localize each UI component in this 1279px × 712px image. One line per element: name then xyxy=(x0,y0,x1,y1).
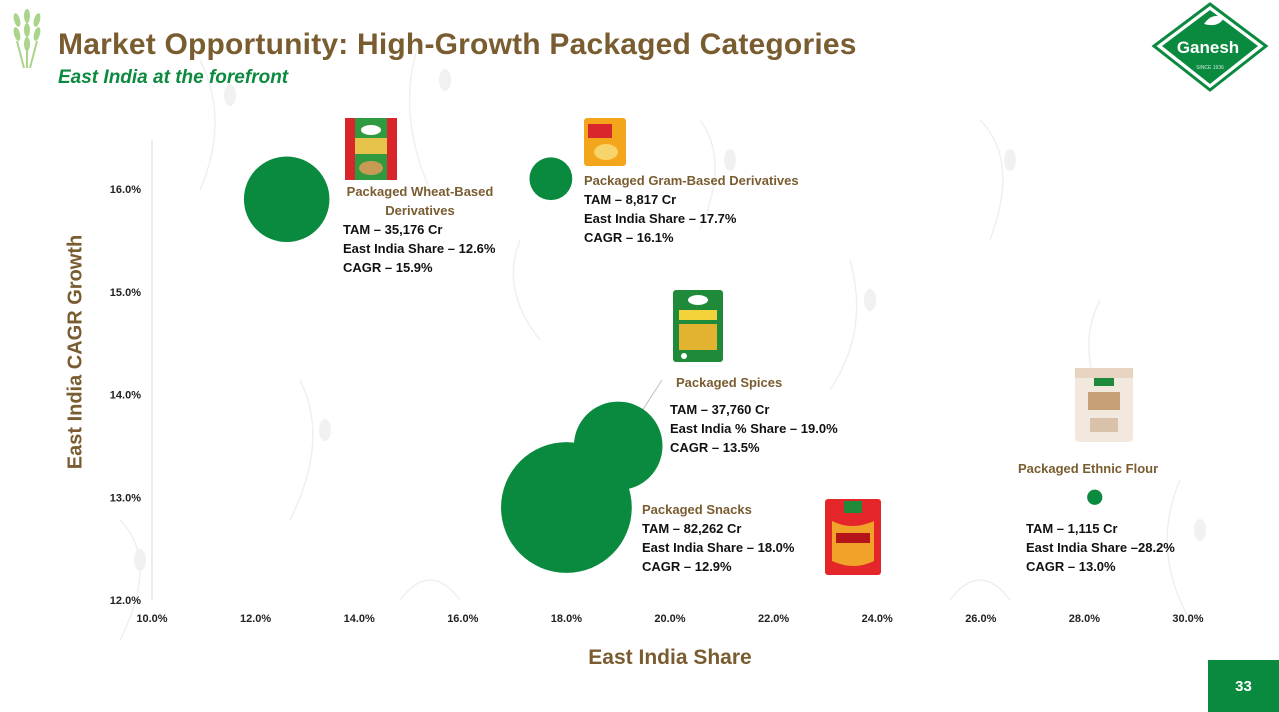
y-axis-title: East India CAGR Growth xyxy=(64,234,87,470)
snacks-pack-image xyxy=(825,499,881,575)
callout-wheat-name: Packaged Wheat-Based Derivatives xyxy=(346,184,494,218)
callout-gram-tam: TAM – 8,817 Cr xyxy=(584,192,677,207)
callout-snacks-tam: TAM – 82,262 Cr xyxy=(642,521,742,536)
callout-ethnic-flour-cagr: CAGR – 13.0% xyxy=(1026,559,1116,574)
y-tick-label: 12.0% xyxy=(110,595,141,607)
bubble-point xyxy=(573,401,663,491)
bubble-point xyxy=(243,156,330,243)
x-tick-label: 22.0% xyxy=(758,613,789,625)
page-number: 33 xyxy=(1208,660,1279,712)
callout-snacks-cagr: CAGR – 12.9% xyxy=(642,559,732,574)
x-tick-label: 14.0% xyxy=(344,613,375,625)
callout-ethnic-flour-name-box: Packaged Ethnic Flour xyxy=(1018,459,1158,478)
callout-spices: Packaged Spices TAM – 37,760 Cr East Ind… xyxy=(670,373,838,457)
wheat-icon xyxy=(13,9,41,69)
svg-text:SINCE 1936: SINCE 1936 xyxy=(1196,65,1224,71)
page-title: Market Opportunity: High-Growth Packaged… xyxy=(58,28,857,61)
callout-snacks: Packaged Snacks TAM – 82,262 Cr East Ind… xyxy=(642,500,794,576)
x-tick-label: 24.0% xyxy=(862,613,893,625)
y-tick-label: 14.0% xyxy=(110,390,141,402)
x-tick-label: 10.0% xyxy=(136,613,167,625)
callout-spices-tam: TAM – 37,760 Cr xyxy=(670,402,770,417)
callout-wheat-share: East India Share – 12.6% xyxy=(343,241,496,256)
bubble-point xyxy=(529,157,573,201)
callout-wheat-tam: TAM – 35,176 Cr xyxy=(343,222,443,237)
wheat-derivatives-pack-image xyxy=(345,118,397,180)
callout-wheat-cagr: CAGR – 15.9% xyxy=(343,260,433,275)
gram-derivatives-pack-image xyxy=(584,118,626,166)
x-axis-ticks: 10.0% 12.0% 14.0% 16.0% 18.0% 20.0% 22.0% 24.0%… xyxy=(136,613,1203,625)
x-axis-title: East India Share xyxy=(588,646,752,669)
svg-text:Ganesh: Ganesh xyxy=(1177,38,1239,57)
y-axis-ticks: 12.0% 13.0% 14.0% 15.0% 16.0% xyxy=(110,184,141,607)
x-tick-label: 16.0% xyxy=(447,613,478,625)
callout-ethnic-flour-tam: TAM – 1,115 Cr xyxy=(1026,521,1118,536)
callout-snacks-name: Packaged Snacks xyxy=(642,502,752,517)
bubbles xyxy=(243,156,1103,573)
x-tick-label: 12.0% xyxy=(240,613,271,625)
callout-gram: Packaged Gram-Based Derivatives TAM – 8,… xyxy=(584,171,799,247)
x-tick-label: 26.0% xyxy=(965,613,996,625)
y-tick-label: 13.0% xyxy=(110,492,141,504)
callout-snacks-share: East India Share – 18.0% xyxy=(642,540,795,555)
callout-ethnic-flour-share: East India Share –28.2% xyxy=(1026,540,1175,555)
callout-ethnic-flour: TAM – 1,115 Cr East India Share –28.2% C… xyxy=(1026,519,1175,576)
y-tick-label: 16.0% xyxy=(110,184,141,196)
x-tick-label: 18.0% xyxy=(551,613,582,625)
callout-gram-cagr: CAGR – 16.1% xyxy=(584,230,674,245)
bubble-point xyxy=(1087,489,1103,505)
x-tick-label: 30.0% xyxy=(1172,613,1203,625)
spices-pack-image xyxy=(673,290,723,362)
callout-gram-share: East India Share – 17.7% xyxy=(584,211,737,226)
callout-spices-share: East India % Share – 19.0% xyxy=(670,421,838,436)
x-tick-label: 28.0% xyxy=(1069,613,1100,625)
ganesh-logo: Ganesh SINCE 1936 xyxy=(1151,2,1269,92)
ethnic-flour-pack-image xyxy=(1075,368,1133,442)
callout-spices-name: Packaged Spices xyxy=(676,375,783,390)
callout-spices-cagr: CAGR – 13.5% xyxy=(670,440,760,455)
callout-ethnic-flour-name: Packaged Ethnic Flour xyxy=(1018,461,1159,476)
page-subtitle: East India at the forefront xyxy=(58,67,289,88)
callout-wheat: Packaged Wheat-Based Derivatives TAM – 3… xyxy=(340,182,500,277)
y-tick-label: 15.0% xyxy=(110,287,141,299)
x-tick-label: 20.0% xyxy=(654,613,685,625)
callout-gram-name: Packaged Gram-Based Derivatives xyxy=(584,173,799,188)
